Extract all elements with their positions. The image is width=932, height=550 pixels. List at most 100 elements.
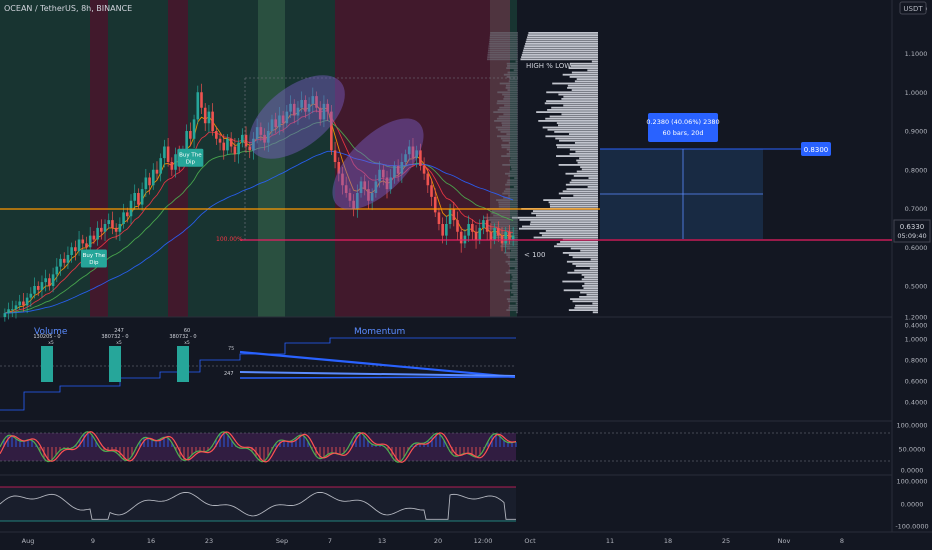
volume-profile-bar	[563, 95, 598, 98]
volume-profile-bar	[503, 252, 518, 254]
volume-profile-bar	[493, 111, 518, 113]
candle-body	[218, 138, 222, 143]
candle-body	[296, 107, 300, 116]
candle-body	[207, 111, 211, 124]
measure-label-1: 0.2380 (40.06%) 2380	[646, 118, 719, 126]
volume-bar	[109, 346, 121, 382]
volume-profile-bar	[487, 225, 518, 228]
volume-profile-bar	[513, 186, 518, 188]
volume-profile-bar	[569, 153, 598, 155]
volume-profile-bar	[528, 32, 598, 34]
candle-body	[497, 227, 500, 236]
volume-profile-bar	[575, 150, 598, 153]
candle-body	[300, 100, 303, 108]
volume-profile-bar	[511, 216, 598, 219]
candle-body	[170, 162, 174, 170]
volume-profile-bar	[489, 36, 518, 39]
candle-body	[103, 224, 107, 232]
candle-body	[508, 231, 511, 240]
volume-profile-bar	[505, 183, 518, 186]
volume-profile-bar	[508, 304, 518, 307]
candle-body	[163, 146, 166, 159]
volume-profile-bar	[501, 155, 518, 157]
candlesticks	[3, 83, 515, 322]
volume-profile-bar	[514, 177, 518, 179]
momentum-line	[239, 371, 516, 377]
measure-label-2: 60 bars, 20d	[662, 129, 703, 137]
candle-body	[456, 220, 459, 232]
candle-body	[252, 138, 255, 151]
time-tick-label: 8	[840, 537, 844, 545]
volume-profile-bar	[532, 210, 598, 212]
volume-profile-bar	[552, 82, 598, 85]
volume-profile-bar	[568, 254, 598, 256]
volume-profile-bar	[592, 311, 598, 314]
candle-body	[341, 173, 344, 186]
volume-profile-bar	[488, 43, 518, 45]
currency-badge[interactable]	[899, 1, 927, 15]
candle-body	[485, 220, 489, 232]
volume-profile-bar	[571, 71, 598, 74]
volume-profile-bar	[588, 177, 598, 179]
volume-profile-bar	[568, 133, 598, 135]
volume-bar-multiplier: x5	[48, 340, 54, 346]
candle-body	[407, 146, 411, 155]
candle-body	[389, 177, 393, 190]
candle-body	[189, 131, 192, 139]
candle-body	[241, 134, 244, 143]
candle-body	[426, 173, 430, 186]
volume-profile-bar	[503, 197, 518, 199]
volume-profile-bar	[557, 124, 598, 127]
symbol-title[interactable]: OCEAN / TetherUS, 8h, BINANCE	[4, 4, 132, 13]
volume-profile-bar	[558, 192, 598, 195]
volume-profile-bar	[488, 47, 518, 50]
volume-profile-bar	[507, 65, 518, 67]
volume-profile-bar	[573, 194, 598, 197]
volume-profile-bar	[549, 205, 598, 208]
candle-body	[378, 169, 381, 182]
candle-body	[215, 131, 218, 139]
candle-body	[289, 103, 292, 112]
volume-profile-bar	[497, 91, 518, 94]
candle-body	[400, 162, 404, 174]
volume-profile-bar	[576, 159, 598, 162]
price-tick-label: 1.0000	[905, 89, 928, 97]
volume-profile-bar	[511, 168, 518, 171]
measure-label-box	[648, 113, 718, 142]
volume-profile-bar	[545, 135, 598, 138]
volume-profile-bar	[496, 102, 518, 105]
volume-profile-bar	[508, 142, 518, 144]
candle-body	[404, 154, 407, 162]
volume-profile-bar	[581, 274, 598, 276]
volume-profile-bar	[508, 307, 518, 309]
volume-profile-bar	[502, 139, 518, 142]
volume-profile-bar	[538, 120, 598, 122]
candle-body	[359, 181, 363, 193]
buy-signal-text: Buy The	[83, 253, 106, 259]
candle-body	[478, 227, 482, 240]
candle-body	[185, 131, 188, 151]
candle-body	[166, 146, 170, 162]
volume-profile-bar	[569, 148, 598, 151]
volume-profile-bar	[525, 43, 598, 45]
volume-profile-bar	[580, 291, 598, 294]
target-price-tag	[801, 142, 831, 156]
pattern-ellipse	[249, 75, 345, 159]
time-tick-label: Aug	[22, 537, 35, 545]
volume-profile-bar	[580, 166, 598, 168]
volume-profile-bar	[509, 159, 518, 162]
volume-profile-bar	[579, 296, 598, 298]
low-marker-label: 100.00%	[216, 236, 243, 243]
volume-profile-bar	[500, 137, 518, 140]
candle-body	[96, 227, 99, 240]
candle-body	[107, 220, 111, 224]
volume-profile-bar	[523, 49, 598, 52]
volume-profile-bar	[512, 282, 518, 285]
candle-body	[348, 193, 352, 201]
price-axis[interactable]	[892, 0, 932, 550]
volume-profile-bar	[589, 267, 598, 270]
candle-body	[88, 235, 92, 248]
volume-profile-bar	[510, 157, 518, 160]
candle-body	[255, 127, 259, 139]
